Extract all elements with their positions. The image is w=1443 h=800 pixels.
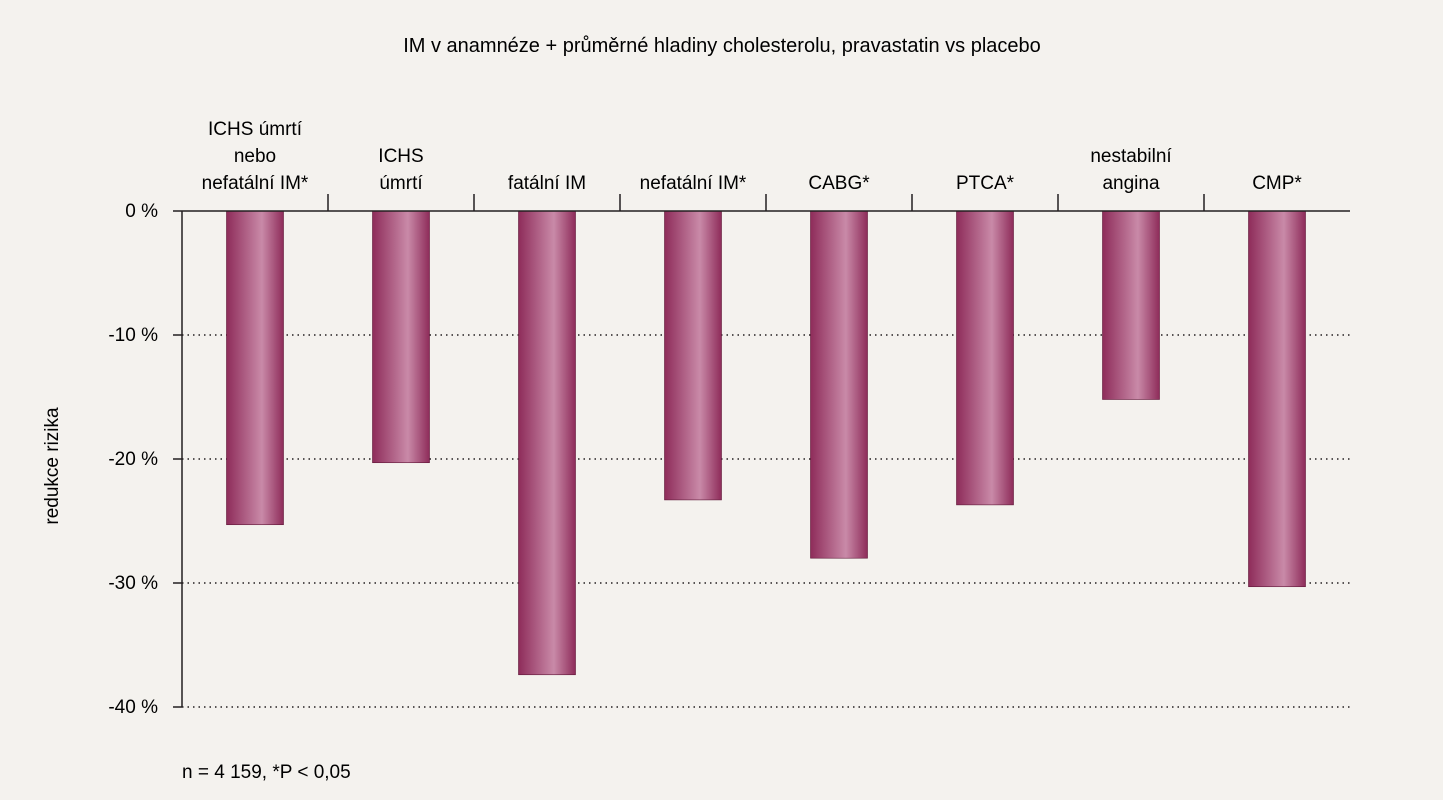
category-labels: ICHS úmrtí nebo nefatální IM* ICHS úmrtí fatá…: [202, 119, 1303, 194]
footnote: n = 4 159, *P < 0,05: [182, 762, 351, 783]
category-label: nebo: [234, 146, 276, 167]
y-tick-label: -20 %: [108, 449, 158, 470]
y-tick-label: -40 %: [108, 697, 158, 718]
category-label: CABG*: [808, 173, 870, 194]
category-label: ICHS: [378, 146, 423, 167]
bar: [810, 210, 868, 559]
category-label: úmrtí: [379, 173, 423, 194]
y-tick-label: -30 %: [108, 573, 158, 594]
grid-lines: [182, 334, 1350, 708]
category-label: angina: [1102, 173, 1159, 194]
category-label: fatální IM: [508, 173, 586, 194]
category-label: nestabilní: [1090, 146, 1172, 167]
bar: [518, 210, 576, 676]
bar: [226, 210, 284, 526]
category-label: ICHS úmrtí: [208, 119, 303, 140]
y-axis-label: redukce rizika: [42, 407, 63, 525]
y-tick-label: -10 %: [108, 325, 158, 346]
bars: [226, 210, 1306, 676]
axes: [173, 194, 1350, 708]
y-tick-labels: 0 % -10 % -20 % -30 % -40 %: [108, 201, 158, 718]
bar: [372, 210, 430, 464]
category-label: PTCA*: [956, 173, 1015, 194]
bar: [1102, 210, 1160, 400]
chart-title: IM v anamnéze + průměrné hladiny cholest…: [403, 35, 1041, 57]
y-tick-label: 0 %: [125, 201, 158, 222]
bar: [1248, 210, 1306, 588]
category-label: nefatální IM*: [640, 173, 747, 194]
bar: [664, 210, 722, 501]
bar: [956, 210, 1014, 506]
category-label: nefatální IM*: [202, 173, 309, 194]
category-label: CMP*: [1252, 173, 1302, 194]
